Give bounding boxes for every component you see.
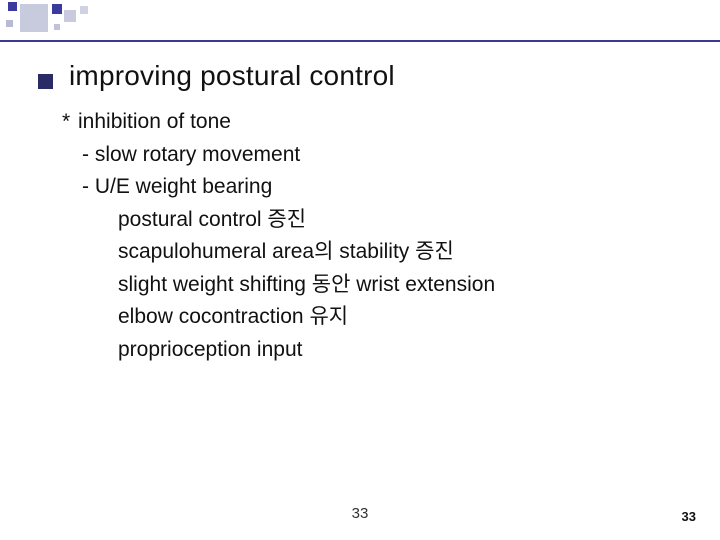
corner-decoration [0,0,140,34]
level4-item: elbow cocontraction 유지 [118,301,678,334]
level2-item: *inhibition of tone [62,106,678,139]
level4-item: proprioception input [118,334,678,367]
level1-heading: improving postural control [69,60,395,92]
slide: improving postural control *inhibition o… [0,0,720,540]
level3-item: - slow rotary movement [82,139,678,172]
page-number-right: 33 [682,509,696,524]
level3-block: - slow rotary movement - U/E weight bear… [82,139,678,204]
horizontal-rule [0,40,720,42]
page-number-center: 33 [0,505,720,522]
level4-item: postural control 증진 [118,204,678,237]
level3-text: U/E weight bearing [95,175,272,198]
level4-block: postural control 증진 scapulohumeral area의… [118,204,678,367]
level2-block: *inhibition of tone [62,106,678,139]
level1-item: improving postural control [38,60,678,92]
level4-item: slight weight shifting 동안 wrist extensio… [118,269,678,302]
asterisk-bullet-icon: * [62,106,78,139]
level3-item: - U/E weight bearing [82,171,678,204]
level4-item: scapulohumeral area의 stability 증진 [118,236,678,269]
level3-text: slow rotary movement [95,143,300,166]
slide-content: improving postural control *inhibition o… [38,60,678,366]
level2-text: inhibition of tone [78,110,231,133]
square-bullet-icon [38,74,53,89]
